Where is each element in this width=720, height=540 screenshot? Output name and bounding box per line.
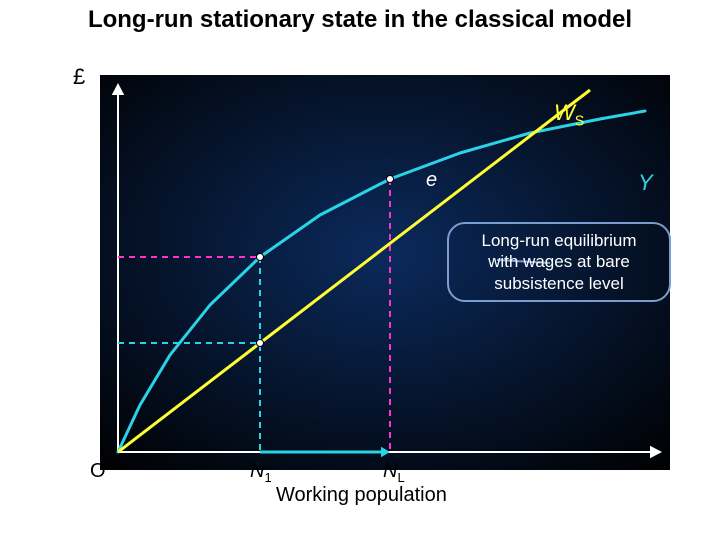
curve-label-ws: WS	[554, 100, 584, 129]
callout-line: Long-run equilibrium	[459, 230, 659, 251]
curve-label-y: Y	[638, 170, 653, 196]
slide-title: Long-run stationary state in the classic…	[0, 6, 720, 34]
x-axis-title: Working population	[276, 484, 447, 507]
point-label-e: e	[426, 169, 437, 192]
slide: Long-run stationary state in the classic…	[0, 0, 720, 540]
x-axis-label-n1: N1	[250, 460, 272, 485]
slide-title-text: Long-run stationary state in the classic…	[88, 6, 632, 33]
y-axis-label-y1: Y1	[68, 268, 89, 293]
y-axis-label-ws1: WS1	[52, 334, 87, 359]
callout-line: with wages at bare	[459, 251, 659, 272]
equilibrium-callout: Long-run equilibriumwith wages at baresu…	[447, 222, 671, 302]
origin-label: O	[90, 460, 106, 483]
x-axis-label-nl: NL	[383, 460, 405, 485]
y-axis-currency-label: £	[73, 64, 85, 90]
callout-line: subsistence level	[459, 273, 659, 294]
